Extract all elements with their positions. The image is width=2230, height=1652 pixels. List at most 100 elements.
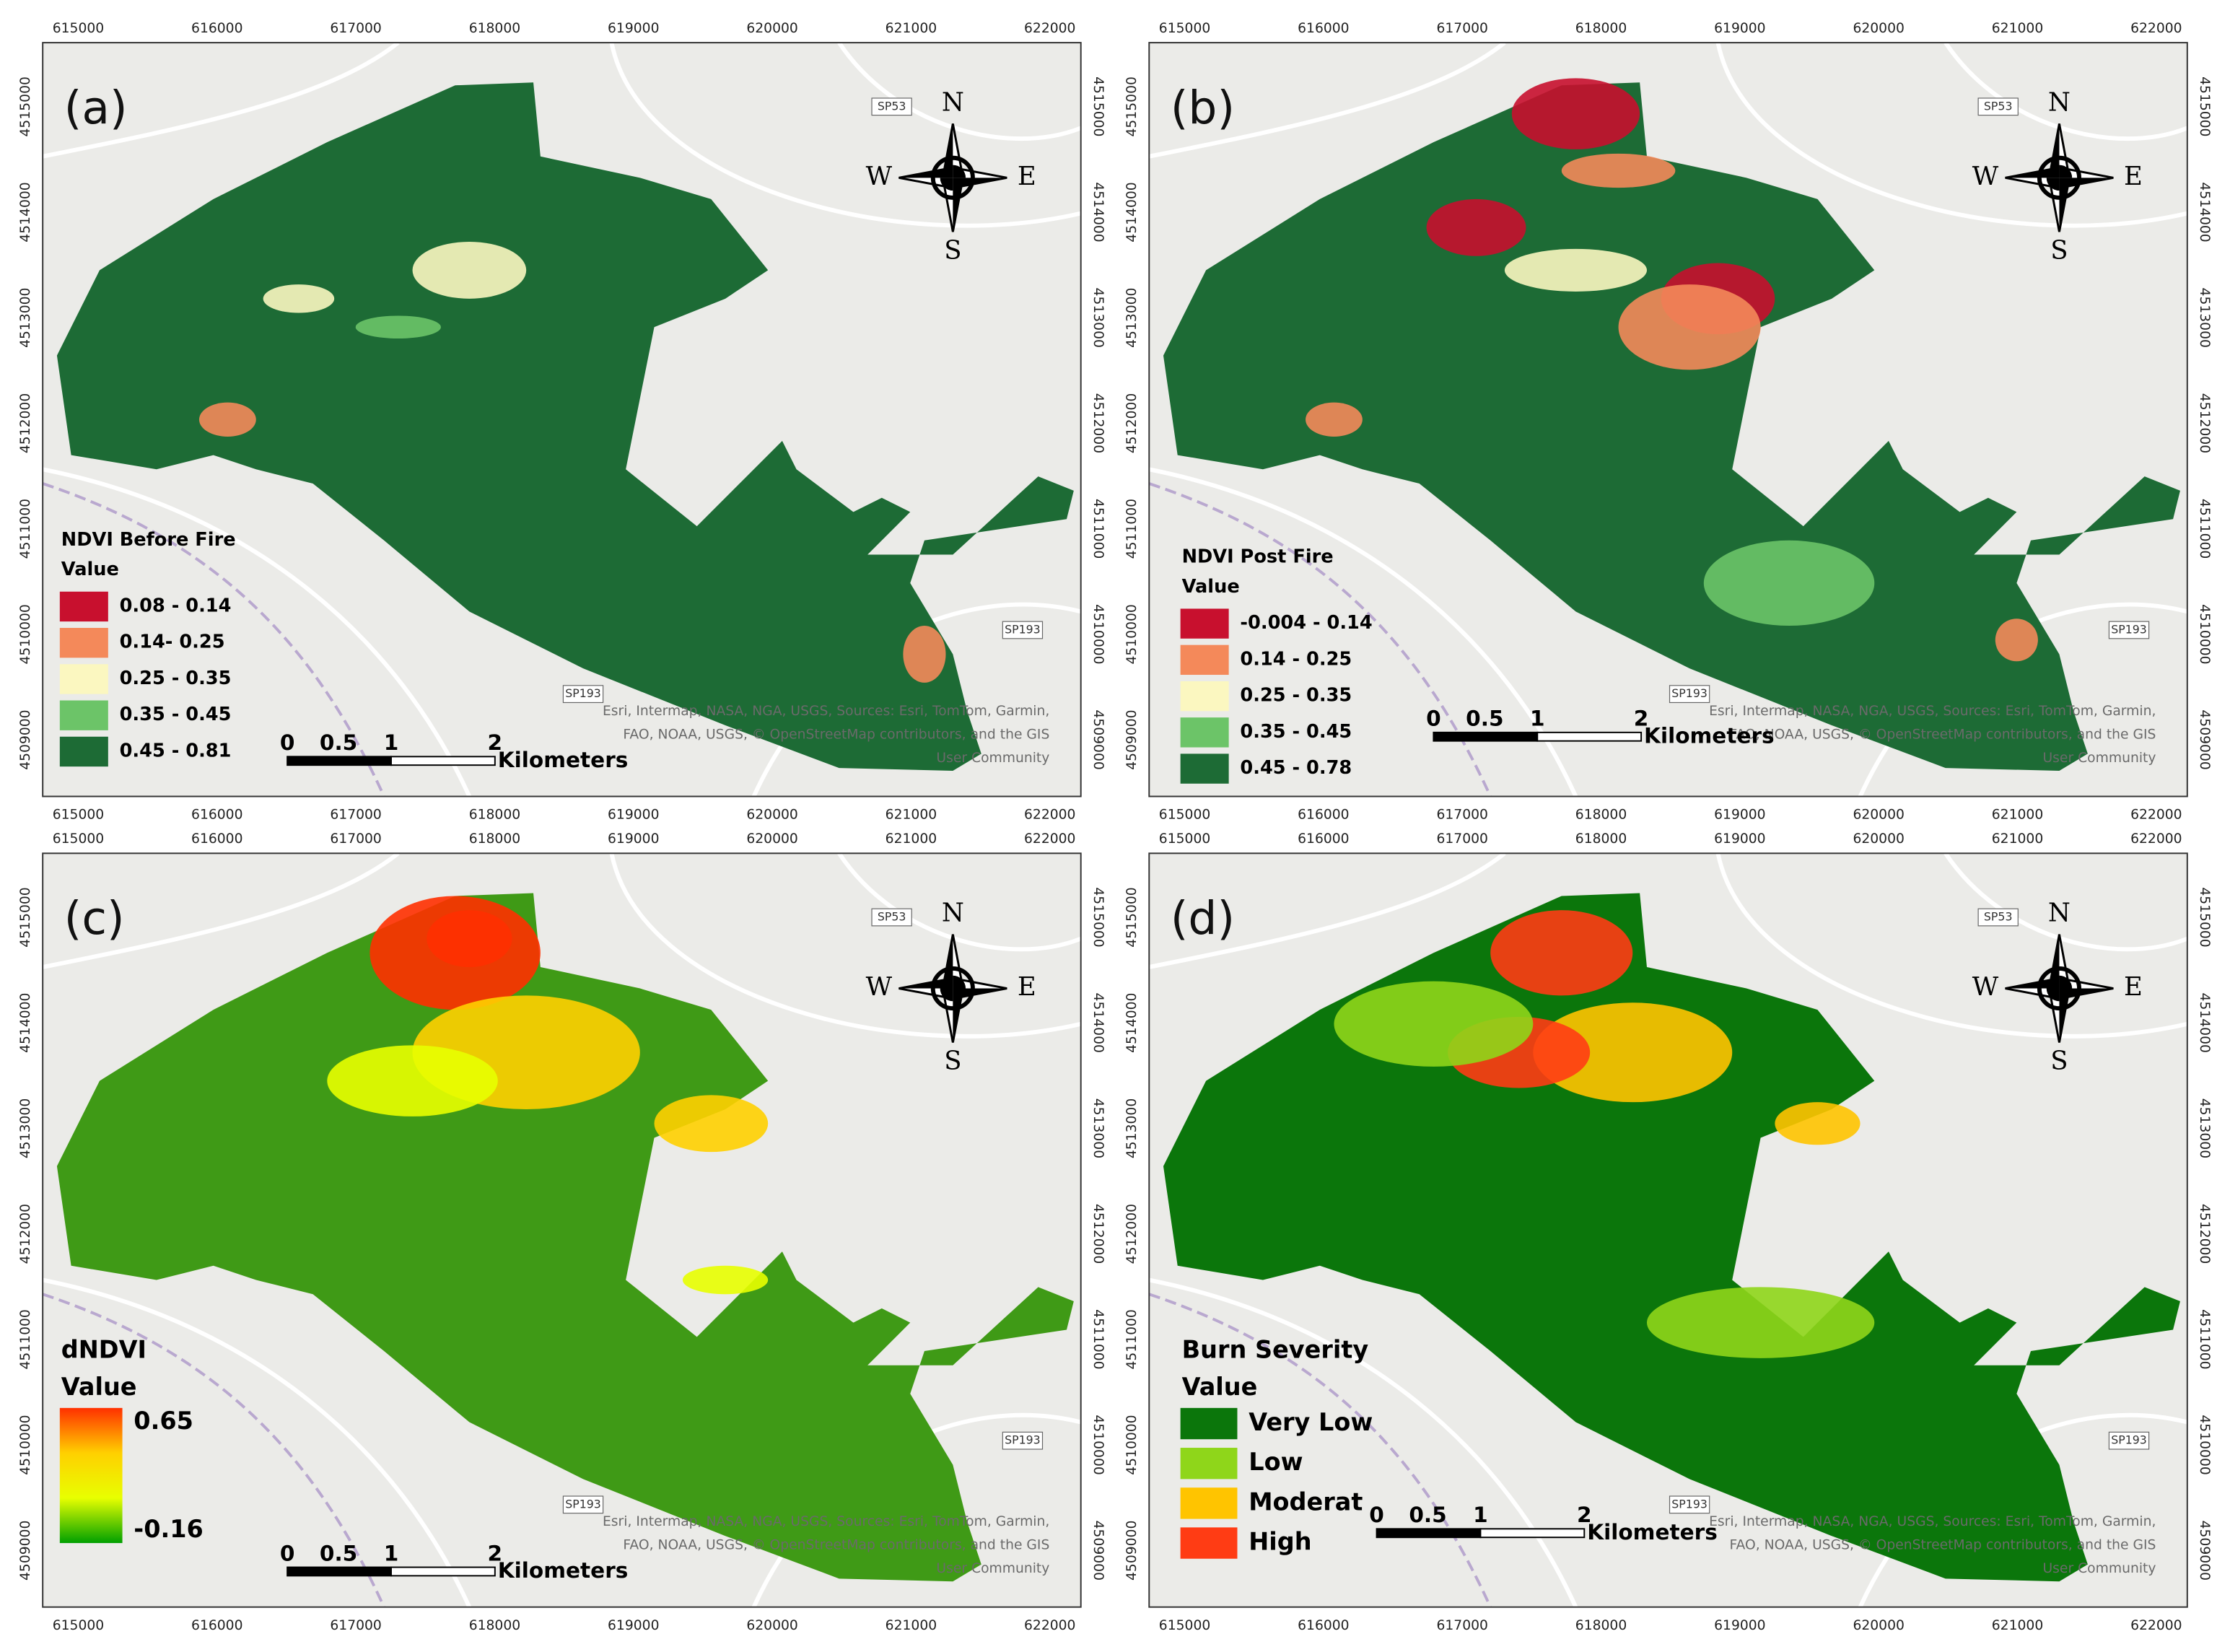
x-tick-label: 620000	[746, 808, 797, 823]
x-tick-label: 618000	[1575, 808, 1627, 823]
panel-label: (d)	[1171, 891, 1235, 945]
y-tick-label: 4509000	[2197, 1521, 2212, 1581]
attribution: FAO, NOAA, USGS, © OpenStreetMap contrib…	[623, 727, 1049, 742]
legend-swatch	[1180, 608, 1229, 639]
compass-letter: E	[2124, 162, 2143, 191]
y-tick-label: 4509000	[18, 709, 33, 769]
basemap-road	[1149, 1277, 1578, 1607]
burn-patch	[1533, 1002, 1733, 1103]
road-label: SP193	[1005, 1433, 1041, 1447]
attribution: Esri, Intermap, NASA, NGA, USGS, Sources…	[1709, 704, 2156, 719]
legend-swatch	[1180, 1448, 1238, 1480]
basemap-boundary	[43, 1293, 385, 1607]
basemap-road	[1715, 853, 2187, 1039]
y-tick-label: 4513000	[1124, 1098, 1140, 1158]
y-tick-label: 4510000	[18, 1415, 33, 1474]
scale-label: 2	[1577, 1503, 1592, 1527]
legend-subtitle: Value	[61, 1373, 137, 1401]
basemap-road	[1715, 43, 2187, 228]
attribution: User Community	[936, 751, 1049, 766]
y-tick-label: 4511000	[1124, 499, 1140, 559]
road-shield	[871, 908, 912, 927]
y-tick-label: 4510000	[1124, 604, 1140, 664]
road-label: SP53	[1984, 99, 2013, 113]
burn-patch	[1561, 153, 1676, 188]
x-tick-label: 622000	[1024, 808, 1075, 823]
compass-letter: N	[2048, 899, 2071, 928]
road-label: SP193	[2111, 1433, 2147, 1447]
legend-high: 0.65	[134, 1407, 193, 1435]
road-shield	[1002, 1431, 1044, 1450]
y-tick-label: 4515000	[1090, 887, 1106, 947]
attribution: Esri, Intermap, NASA, NGA, USGS, Sources…	[1709, 1514, 2156, 1529]
y-tick-label: 4513000	[1124, 288, 1140, 348]
scale-label: 0	[1369, 1503, 1384, 1527]
scale-label: 0.5	[1466, 707, 1503, 731]
burn-patch	[682, 1265, 769, 1295]
x-tick-label: 620000	[1853, 831, 1904, 847]
x-tick-label: 622000	[2130, 1618, 2182, 1633]
compass-letter: W	[1972, 162, 1999, 191]
legend-swatch	[1180, 1407, 1238, 1440]
burn-patch	[1995, 619, 2038, 662]
map-panel: 615000 615000 616000 616000 617000 617000 6180…	[18, 831, 1106, 1633]
scale-seg	[287, 756, 392, 766]
attribution: User Community	[936, 1561, 1049, 1576]
y-tick-label: 4514000	[18, 993, 33, 1053]
y-tick-label: 4514000	[1090, 182, 1106, 242]
legend-ramp	[59, 1407, 123, 1544]
legend-title: dNDVI	[61, 1336, 147, 1364]
x-tick-label: 618000	[1575, 831, 1627, 847]
x-tick-label: 620000	[1853, 21, 1904, 36]
basemap-road	[43, 467, 472, 797]
road-label: SP193	[1005, 622, 1041, 636]
basemap-road	[609, 853, 1081, 1039]
y-tick-label: 4511000	[1124, 1309, 1140, 1369]
map-frame	[1148, 42, 2188, 797]
legend-swatch	[59, 664, 108, 694]
x-tick-label: 621000	[1992, 21, 2043, 36]
basemap-road	[1149, 853, 1506, 969]
basemap-boundary	[43, 482, 385, 797]
x-tick-label: 617000	[1436, 21, 1487, 36]
x-tick-label: 621000	[886, 831, 937, 847]
x-tick-label: 615000	[53, 1618, 104, 1633]
x-tick-label: 622000	[1024, 831, 1075, 847]
compass-letter: S	[944, 1046, 961, 1076]
x-tick-label: 619000	[1714, 1618, 1765, 1633]
road-label: SP193	[1671, 1497, 1708, 1511]
burn-patch	[1646, 1287, 1875, 1358]
legend-swatch	[1180, 1487, 1238, 1519]
compass-letter: W	[1972, 972, 1999, 1002]
x-tick-label: 615000	[1159, 1618, 1210, 1633]
legend-title: NDVI Before Fire	[61, 529, 236, 551]
legend-label: 0.35 - 0.45	[1240, 721, 1352, 743]
x-tick-label: 618000	[469, 21, 520, 36]
legend-low: -0.16	[134, 1515, 204, 1543]
x-tick-label: 621000	[886, 808, 937, 823]
compass: N S E W	[866, 87, 1036, 265]
legend-swatch	[1180, 717, 1229, 748]
compass: N S E W	[866, 899, 1036, 1076]
scale-seg	[390, 1566, 496, 1577]
compass-center	[940, 975, 966, 1002]
y-tick-label: 4512000	[1124, 1204, 1140, 1264]
road-label: SP193	[1671, 686, 1708, 700]
scale-label: 1	[384, 1541, 399, 1565]
compass: N S E W	[1972, 899, 2143, 1076]
burn-patch	[903, 626, 946, 683]
scale-label: 0.5	[320, 730, 357, 755]
scale-label: 1	[384, 730, 399, 755]
map-frame	[1148, 852, 2188, 1608]
scale-label: 0	[1426, 707, 1441, 731]
x-tick-label: 616000	[1298, 808, 1349, 823]
legend-label: 0.45 - 0.81	[120, 740, 232, 761]
burn-patch	[355, 315, 441, 338]
compass-ring	[2037, 966, 2081, 1011]
road-shield	[2108, 621, 2150, 639]
y-tick-label: 4513000	[18, 288, 33, 348]
road-shield	[1669, 1495, 1710, 1514]
